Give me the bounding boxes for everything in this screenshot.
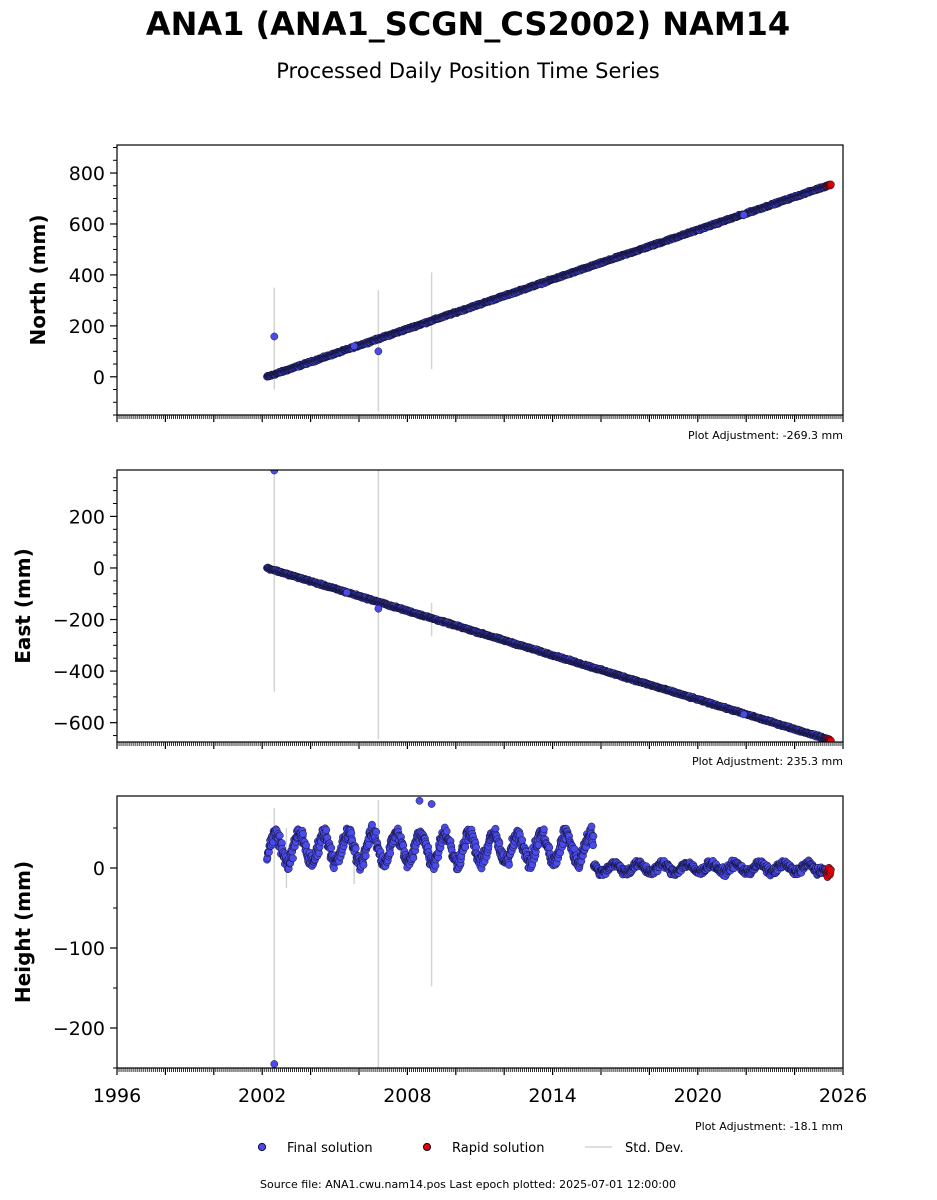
rapid-point [827, 180, 835, 189]
chart-subtitle: Processed Daily Position Time Series [276, 59, 660, 83]
final-point [327, 843, 336, 852]
axes-frame [116, 469, 844, 743]
plot-adjustment: Plot Adjustment: -269.3 mm [688, 429, 843, 442]
final-point [374, 604, 383, 613]
final-point [374, 347, 383, 356]
y-axis-label: North (mm) [26, 214, 50, 345]
y-tick-label: 0 [93, 367, 105, 389]
east-panel: −600 −400 −200 0 200 East (mm) Plot Adjustment… [11, 469, 844, 768]
final-point [589, 841, 597, 850]
final-point [540, 825, 548, 834]
y-tick-label: 200 [69, 316, 105, 338]
final-point [739, 710, 748, 719]
final-point [589, 832, 598, 841]
y-axis-label: East (mm) [11, 548, 35, 664]
plot-area [263, 180, 835, 412]
plot-area [263, 796, 835, 1068]
y-tick-label: −400 [53, 661, 105, 683]
y-tick-label: 200 [69, 506, 105, 528]
chart-title: ANA1 (ANA1_SCGN_CS2002) NAM14 [146, 5, 790, 43]
final-point [545, 843, 554, 852]
final-point [350, 342, 359, 351]
final-point [495, 839, 504, 848]
final-point [343, 588, 351, 597]
final-point [587, 822, 596, 831]
plot-area [263, 470, 835, 742]
data-points [263, 796, 835, 1068]
final-point [372, 828, 381, 836]
final-point [739, 211, 748, 219]
y-tick-label: −200 [53, 610, 105, 632]
final-point [289, 854, 297, 863]
final-point [330, 864, 338, 873]
final-point [275, 831, 284, 840]
y-tick-label: 400 [69, 265, 105, 287]
north-panel: 0 200 400 600 800 North (mm) Plot Adjustment: … [26, 144, 844, 442]
data-points [263, 470, 835, 742]
final-point [442, 827, 451, 836]
final-point [302, 841, 310, 850]
rapid-point [827, 736, 835, 742]
plot-adjustment: Plot Adjustment: 235.3 mm [692, 755, 843, 768]
final-point [518, 836, 527, 844]
final-point [386, 849, 395, 858]
y-tick-label: 800 [69, 163, 105, 185]
data-points [263, 180, 835, 381]
final-point [505, 861, 513, 869]
final-point [299, 829, 307, 838]
final-point [351, 844, 360, 853]
final-point [322, 826, 331, 834]
final-point [368, 820, 376, 829]
y-tick-label: 0 [93, 558, 105, 580]
final-point [409, 854, 418, 862]
y-tick-label: 600 [69, 214, 105, 236]
y-tick-label: −600 [53, 713, 105, 735]
final-point [365, 840, 373, 849]
final-point [270, 332, 279, 341]
final-point [461, 843, 470, 851]
axes-frame [116, 144, 844, 416]
final-point [359, 861, 368, 869]
